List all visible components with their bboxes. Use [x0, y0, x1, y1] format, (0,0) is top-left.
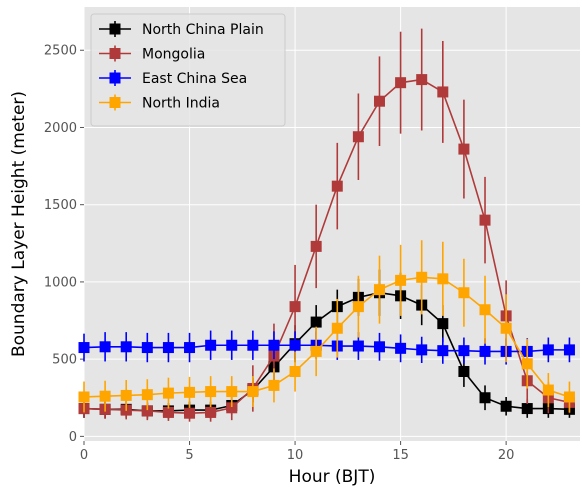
legend-label: Mongolia — [142, 47, 205, 63]
data-point-marker — [521, 403, 533, 415]
grid-lines — [83, 7, 580, 441]
y-tick-label: 2000 — [44, 121, 77, 136]
data-point-marker — [99, 390, 111, 402]
data-point-marker — [373, 95, 385, 107]
legend-label: East China Sea — [142, 71, 247, 87]
data-point-marker — [479, 345, 491, 357]
y-tick-label: 2500 — [44, 44, 77, 59]
x-tick-label: 0 — [80, 448, 88, 463]
data-point-marker — [331, 322, 343, 334]
legend-marker — [109, 48, 121, 59]
data-point-marker — [162, 342, 174, 354]
data-point-marker — [184, 342, 196, 354]
data-point-marker — [141, 342, 153, 354]
data-point-marker — [289, 365, 301, 377]
data-point-marker — [78, 391, 90, 403]
data-point-marker — [479, 214, 491, 226]
legend-box — [90, 13, 286, 127]
data-point-marker — [268, 379, 280, 391]
data-point-marker — [184, 407, 196, 419]
data-point-marker — [416, 271, 428, 283]
y-tick-label: 1500 — [44, 198, 77, 213]
data-point-marker — [352, 340, 364, 352]
data-point-marker — [331, 180, 343, 192]
data-point-marker — [416, 344, 428, 356]
series-3 — [78, 240, 575, 413]
legend-marker — [109, 97, 121, 108]
data-point-marker — [542, 344, 554, 356]
data-point-marker — [162, 406, 174, 418]
data-point-marker — [563, 391, 575, 403]
data-point-marker — [500, 400, 512, 412]
legend: North China Plain Mongolia East China Sea N… — [90, 13, 286, 127]
data-point-marker — [141, 389, 153, 401]
legend-label: North India — [142, 96, 220, 112]
data-point-marker — [289, 301, 301, 313]
y-tick-label: 500 — [52, 353, 77, 368]
data-point-marker — [120, 341, 132, 353]
data-point-marker — [437, 273, 449, 285]
x-tick-label: 15 — [392, 448, 409, 463]
data-point-marker — [521, 358, 533, 370]
x-axis-ticks: 0 5 10 15 20 — [80, 441, 515, 463]
data-point-marker — [542, 384, 554, 396]
data-point-marker — [268, 339, 280, 351]
data-point-marker — [78, 342, 90, 354]
legend-marker — [109, 23, 121, 35]
legend-label: North China Plain — [142, 22, 264, 38]
data-point-marker — [247, 386, 259, 398]
data-point-marker — [479, 304, 491, 316]
data-point-marker — [373, 341, 385, 353]
data-point-marker — [162, 387, 174, 399]
legend-marker — [109, 72, 121, 84]
data-point-marker — [310, 345, 322, 357]
data-point-marker — [437, 86, 449, 98]
data-point-marker — [226, 386, 238, 398]
data-point-marker — [310, 316, 322, 328]
y-tick-label: 1000 — [44, 275, 77, 290]
data-point-marker — [416, 74, 428, 86]
data-point-marker — [226, 402, 238, 414]
y-axis-ticks: 0 500 1000 1500 2000 2500 — [44, 44, 84, 445]
data-point-marker — [395, 274, 407, 286]
y-axis-label: Boundary Layer Height (meter) — [9, 91, 29, 357]
x-axis-label: Hour (BJT) — [289, 467, 376, 487]
x-tick-label: 20 — [498, 448, 515, 463]
data-point-marker — [395, 77, 407, 89]
data-point-marker — [458, 345, 470, 357]
data-point-marker — [563, 344, 575, 356]
data-point-marker — [205, 406, 217, 418]
data-point-marker — [205, 386, 217, 398]
data-point-marker — [289, 339, 301, 351]
data-point-marker — [141, 405, 153, 417]
data-point-marker — [458, 287, 470, 299]
data-series — [78, 28, 575, 422]
data-point-marker — [458, 365, 470, 377]
data-point-marker — [352, 301, 364, 313]
data-point-marker — [205, 339, 217, 351]
y-tick-label: 0 — [69, 430, 77, 445]
data-point-marker — [120, 389, 132, 401]
data-point-marker — [395, 342, 407, 354]
x-tick-label: 10 — [287, 448, 304, 463]
data-point-marker — [437, 318, 449, 330]
data-point-marker — [458, 143, 470, 155]
x-tick-label: 5 — [185, 448, 193, 463]
data-point-marker — [479, 392, 491, 404]
data-point-marker — [373, 284, 385, 296]
data-point-marker — [99, 341, 111, 353]
data-point-marker — [184, 386, 196, 398]
data-point-marker — [437, 345, 449, 357]
data-point-marker — [352, 131, 364, 143]
data-point-marker — [247, 339, 259, 351]
data-point-marker — [500, 322, 512, 334]
data-point-marker — [226, 339, 238, 351]
data-point-marker — [310, 240, 322, 252]
